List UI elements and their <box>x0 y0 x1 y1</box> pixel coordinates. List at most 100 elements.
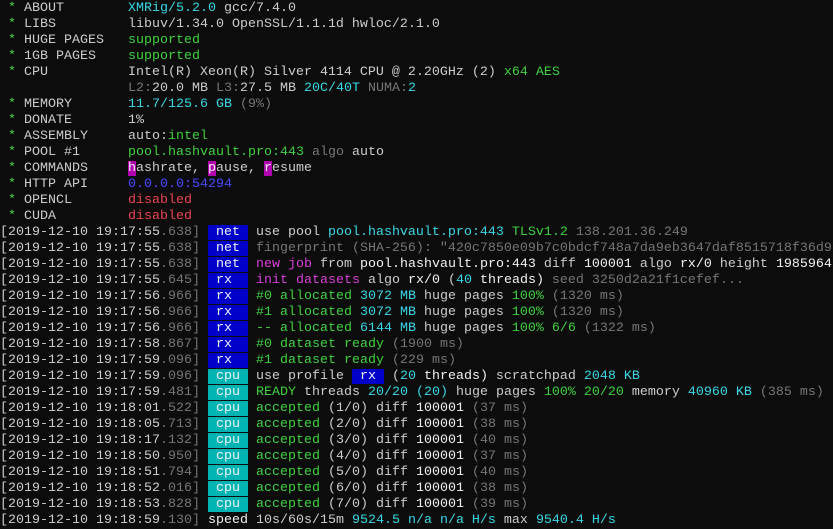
log-message: (1900 ms) <box>383 337 464 352</box>
log-message: init datasets <box>255 273 360 288</box>
 <box>248 465 256 480</box>
header-line: * 1GB PAGES supported <box>0 49 833 65</box>
header-value: 27.5 MB <box>239 81 296 96</box>
header-value: p <box>207 161 216 176</box>
log-message: 100001 <box>415 401 464 416</box>
log-message: huge pages <box>415 305 504 320</box>
log-line: [2019-12-10 19:17:56.966] rx -- allocate… <box>0 321 833 337</box>
log-timestamp: [2019-12-10 19:18:52 <box>0 481 160 496</box>
header-value: supported <box>127 49 200 64</box>
bullet-icon: * <box>0 1 24 16</box>
log-message: diff <box>535 257 584 272</box>
log-line: [2019-12-10 19:18:53.828] cpu accepted (… <box>0 497 833 513</box>
header-line: * ABOUT XMRig/5.2.0 gcc/7.4.0 <box>0 1 833 17</box>
log-message: rx/0 <box>679 257 712 272</box>
header-label: POOL #1 <box>24 145 128 160</box>
header-line: * DONATE 1% <box>0 113 833 129</box>
header-value: ashrate, <box>135 161 208 176</box>
log-timestamp-ms: .638] <box>159 257 200 272</box>
bullet-icon: * <box>0 209 24 224</box>
 <box>248 369 256 384</box>
bullet-icon: * <box>0 65 24 80</box>
log-message: huge pages <box>415 289 504 304</box>
log-tag-rx: rx <box>207 305 248 320</box>
bullet-icon: * <box>0 33 24 48</box>
bullet-icon: * <box>0 17 24 32</box>
 <box>200 225 208 240</box>
log-message: (37 ms) <box>463 449 528 464</box>
 <box>248 417 256 432</box>
log-timestamp: [2019-12-10 19:17:55 <box>0 273 160 288</box>
 <box>200 353 208 368</box>
log-line: [2019-12-10 19:18:51.794] cpu accepted (… <box>0 465 833 481</box>
log-timestamp-ms: .096] <box>159 369 200 384</box>
log-message: (4/0) diff <box>319 449 416 464</box>
log-timestamp-ms: .966] <box>159 305 200 320</box>
header-value: esume <box>271 161 312 176</box>
 <box>200 481 208 496</box>
 <box>200 369 208 384</box>
log-timestamp-ms: .966] <box>159 321 200 336</box>
header-value: 20C/40T <box>295 81 360 96</box>
log-timestamp-ms: .638] <box>159 225 200 240</box>
header-value: libuv/1.34.0 OpenSSL/1.1.1d hwloc/2.1.0 <box>127 17 440 32</box>
 <box>200 385 208 400</box>
bullet-icon: * <box>0 161 24 176</box>
log-message: 9524.5 <box>351 513 400 528</box>
log-message: threads <box>295 385 368 400</box>
log-line: [2019-12-10 19:17:59.096] rx #1 dataset … <box>0 353 833 369</box>
 <box>248 481 256 496</box>
log-message: (1320 ms) <box>543 305 624 320</box>
log-timestamp-ms: .130] <box>159 513 200 528</box>
log-tag-rx: rx <box>207 337 248 352</box>
log-line: [2019-12-10 19:17:56.966] rx #1 allocate… <box>0 305 833 321</box>
log-line: [2019-12-10 19:18:17.132] cpu accepted (… <box>0 433 833 449</box>
log-message: threads) <box>415 369 488 384</box>
log-timestamp-ms: .638] <box>159 241 200 256</box>
log-line: [2019-12-10 19:18:05.713] cpu accepted (… <box>0 417 833 433</box>
bullet-icon: * <box>0 49 24 64</box>
header-value: supported <box>127 33 200 48</box>
header-value: gcc/7.4.0 <box>215 1 296 16</box>
 <box>248 449 256 464</box>
 <box>248 225 256 240</box>
log-tag-cpu: cpu <box>207 401 248 416</box>
bullet-icon: * <box>0 113 24 128</box>
 <box>200 417 208 432</box>
log-message: 100% 6/6 <box>503 321 576 336</box>
log-line: [2019-12-10 19:17:56.966] rx #0 allocate… <box>0 289 833 305</box>
header-label: ABOUT <box>24 1 128 16</box>
bullet-icon: * <box>0 177 24 192</box>
 <box>200 289 208 304</box>
log-timestamp-ms: .794] <box>159 465 200 480</box>
log-message: (38 ms) <box>463 417 528 432</box>
log-tag-cpu: cpu <box>207 449 248 464</box>
log-line: [2019-12-10 19:17:59.481] cpu READY thre… <box>0 385 833 401</box>
bullet-icon: * <box>0 145 24 160</box>
log-message: 100% <box>503 305 544 320</box>
log-line: [2019-12-10 19:17:58.867] rx #0 dataset … <box>0 337 833 353</box>
log-tag-cpu: cpu <box>207 433 248 448</box>
header-label: CUDA <box>24 209 128 224</box>
log-tag-cpu: cpu <box>207 417 248 432</box>
header-label: DONATE <box>24 113 128 128</box>
log-message: (1320 ms) <box>543 289 624 304</box>
log-timestamp: [2019-12-10 19:17:55 <box>0 241 160 256</box>
 <box>200 401 208 416</box>
log-message: READY <box>255 385 296 400</box>
log-message: max <box>495 513 536 528</box>
log-message: pool.hashvault.pro:443 <box>359 257 536 272</box>
log-message: #0 allocated <box>255 289 352 304</box>
log-message: (3/0) diff <box>319 433 416 448</box>
log-message: accepted <box>255 417 320 432</box>
header-value: L3: <box>207 81 240 96</box>
 <box>248 337 256 352</box>
log-message: -- allocated <box>255 321 352 336</box>
log-message: #1 dataset ready <box>255 353 384 368</box>
 <box>200 241 208 256</box>
log-message: algo <box>631 257 680 272</box>
log-message: (40 ms) <box>463 465 528 480</box>
header-line: * POOL #1 pool.hashvault.pro:443 algo au… <box>0 145 833 161</box>
log-timestamp: [2019-12-10 19:18:59 <box>0 513 160 528</box>
